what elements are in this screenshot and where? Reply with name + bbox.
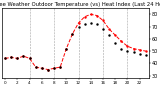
Title: Milwaukee Weather Outdoor Temperature (vs) Heat Index (Last 24 Hours): Milwaukee Weather Outdoor Temperature (v… [0, 2, 160, 7]
